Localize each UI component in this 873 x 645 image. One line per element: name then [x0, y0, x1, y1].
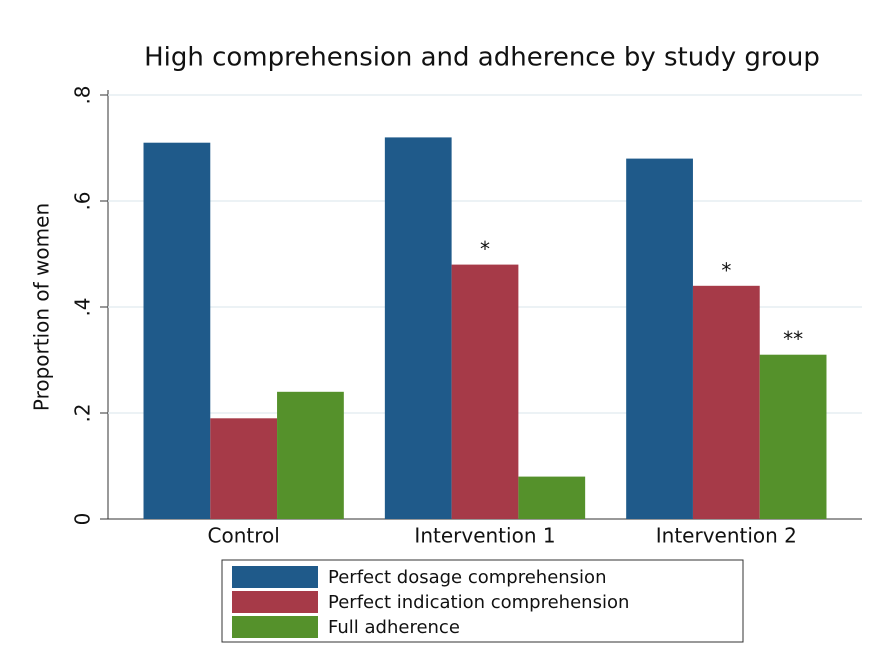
y-tick-label: .8 — [71, 85, 95, 104]
x-tick-label: Intervention 2 — [656, 524, 797, 548]
bar — [384, 137, 452, 519]
bar — [210, 418, 278, 519]
y-axis-label: Proportion of women — [30, 203, 54, 411]
bar — [759, 354, 827, 519]
legend: Perfect dosage comprehension Perfect indi… — [232, 566, 629, 638]
significance-marker: * — [480, 237, 490, 261]
legend-swatch — [232, 591, 318, 613]
bar — [451, 264, 519, 519]
x-tick-label: Intervention 1 — [414, 524, 555, 548]
bar — [277, 391, 344, 519]
legend-label: Perfect indication comprehension — [328, 592, 629, 613]
legend-swatch — [232, 566, 318, 588]
legend-swatch — [232, 616, 318, 638]
y-tick-label: .2 — [71, 403, 95, 422]
y-tick-label: .4 — [71, 297, 95, 316]
y-tick-label: .6 — [71, 191, 95, 210]
bar — [626, 158, 693, 519]
legend-label: Perfect dosage comprehension — [328, 567, 606, 588]
y-tick-label: 0 — [71, 513, 95, 526]
bar — [143, 142, 211, 519]
legend-label: Full adherence — [328, 617, 460, 638]
bar — [518, 476, 586, 519]
significance-marker: ** — [783, 327, 803, 351]
significance-marker: * — [721, 258, 731, 282]
x-tick-label: Control — [208, 524, 280, 548]
bar — [692, 285, 760, 519]
chart-title: High comprehension and adherence by stud… — [144, 43, 820, 73]
